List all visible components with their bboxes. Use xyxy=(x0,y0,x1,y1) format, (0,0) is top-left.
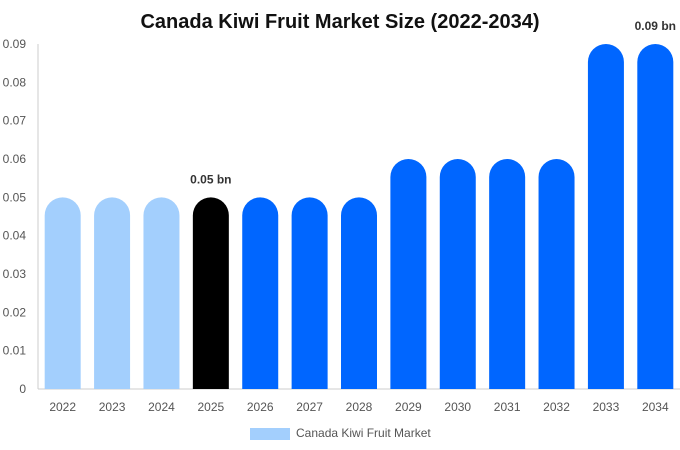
y-tick-label: 0.05 xyxy=(3,190,27,204)
x-tick-label: 2032 xyxy=(543,400,570,414)
bar-2023 xyxy=(94,197,131,389)
y-tick-label: 0 xyxy=(19,382,26,396)
x-tick-label: 2034 xyxy=(642,400,669,414)
legend: Canada Kiwi Fruit Market xyxy=(250,426,431,440)
data-label-2025: 0.05 bn xyxy=(190,172,231,186)
bar-2024 xyxy=(143,197,180,389)
y-tick-label: 0.06 xyxy=(3,152,27,166)
y-tick-label: 0.04 xyxy=(3,229,27,243)
chart-title: Canada Kiwi Fruit Market Size (2022-2034… xyxy=(140,11,539,33)
bar-2028 xyxy=(341,197,377,389)
x-tick-label: 2026 xyxy=(247,400,274,414)
legend-label: Canada Kiwi Fruit Market xyxy=(296,426,431,440)
bar-2027 xyxy=(291,197,328,389)
y-axis: 0 0.01 0.02 0.03 0.04 0.05 0.06 0.07 0.08 0.09 xyxy=(3,37,39,396)
bar-2034 xyxy=(637,44,674,389)
y-tick-label: 0.02 xyxy=(3,305,27,319)
x-tick-label: 2031 xyxy=(494,400,521,414)
data-label-2034: 0.09 bn xyxy=(635,19,676,33)
x-tick-label: 2033 xyxy=(593,400,620,414)
bar-2025 xyxy=(192,197,229,389)
x-tick-label: 2025 xyxy=(197,400,224,414)
y-tick-label: 0.08 xyxy=(3,75,27,89)
y-tick-label: 0.03 xyxy=(3,267,27,281)
x-tick-label: 2030 xyxy=(444,400,471,414)
legend-swatch xyxy=(250,428,290,440)
x-tick-label: 2024 xyxy=(148,400,175,414)
x-tick-label: 2029 xyxy=(395,400,422,414)
bars xyxy=(44,44,674,389)
data-labels: 0.05 bn 0.09 bn xyxy=(190,19,676,186)
bar-2033 xyxy=(587,44,624,389)
x-tick-label: 2027 xyxy=(296,400,323,414)
x-axis: 2022 2023 2024 2025 2026 2027 2028 2029 2030 2031… xyxy=(38,388,680,414)
x-tick-label: 2028 xyxy=(346,400,373,414)
bar-2032 xyxy=(538,159,575,389)
bar-2031 xyxy=(489,158,526,389)
bar-2030 xyxy=(439,159,476,389)
bar-2026 xyxy=(242,197,279,389)
bar-2029 xyxy=(390,159,427,389)
y-tick-label: 0.09 xyxy=(3,37,27,51)
y-tick-label: 0.01 xyxy=(3,344,27,358)
bar-2022 xyxy=(44,197,81,389)
x-tick-label: 2023 xyxy=(99,400,126,414)
y-tick-label: 0.07 xyxy=(3,114,27,128)
x-tick-label: 2022 xyxy=(49,400,76,414)
